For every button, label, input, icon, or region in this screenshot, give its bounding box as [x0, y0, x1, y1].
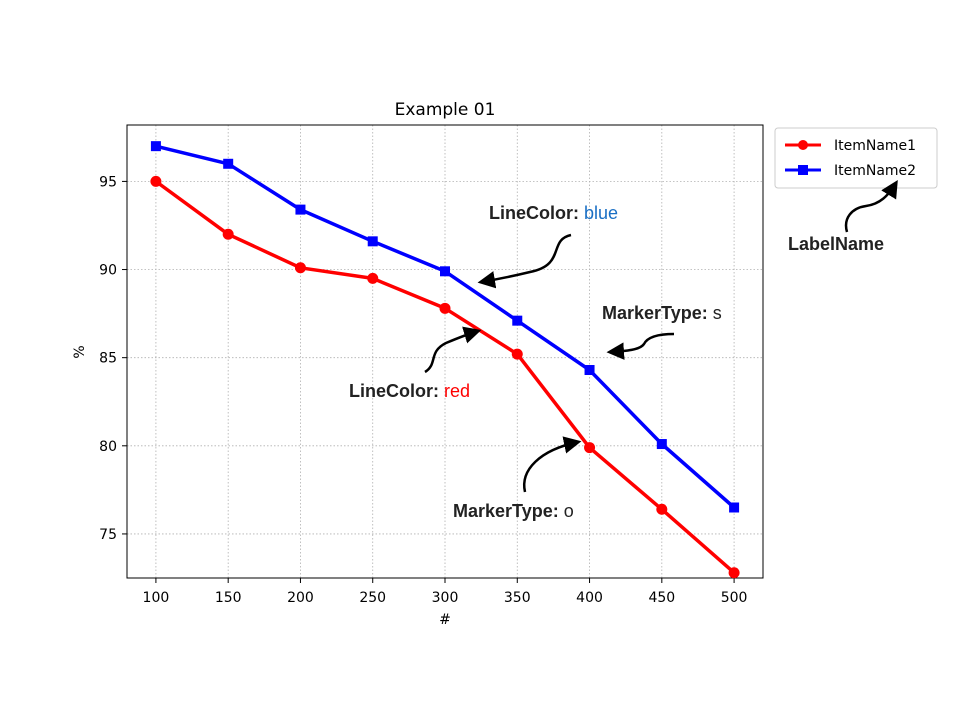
x-tick-label: 500 [721, 590, 748, 606]
y-axis-label: % [72, 345, 88, 358]
data-point-circle [511, 348, 523, 360]
series-layer [150, 141, 740, 579]
data-point-square [295, 204, 306, 215]
x-tick-label: 300 [432, 590, 459, 606]
data-point-circle [728, 567, 740, 579]
data-point-square [729, 502, 740, 513]
data-point-circle [656, 503, 668, 515]
annotation-arrow [477, 233, 572, 289]
annotation-value: o [564, 501, 574, 521]
data-point-square [367, 236, 378, 247]
data-point-square [584, 365, 595, 376]
data-point-circle [150, 175, 162, 187]
chart-title: Example 01 [395, 100, 496, 120]
annotation-text: MarkerType: o [453, 501, 574, 521]
y-tick-label: 80 [99, 439, 117, 455]
data-point-circle [222, 228, 234, 240]
annotation-arrow [424, 326, 482, 374]
x-tick-label: 200 [287, 590, 314, 606]
series-itemname1 [150, 175, 740, 579]
annotation-text: LabelName [788, 234, 884, 254]
x-tick-label: 400 [576, 590, 603, 606]
annotation-linecolor-red: LineColor: red [349, 326, 482, 401]
annotation-value: blue [584, 203, 618, 223]
annotation-key: LineColor: [349, 381, 439, 401]
annotation-key: MarkerType: [453, 501, 559, 521]
data-point-square [223, 158, 234, 169]
x-tick-label: 150 [215, 590, 242, 606]
x-tick-label: 350 [504, 590, 531, 606]
grid-lines [127, 125, 763, 578]
legend-circle-marker [798, 140, 808, 150]
data-point-square [656, 439, 667, 450]
annotation-linecolor-blue: LineColor: blue [477, 203, 618, 289]
data-point-square [512, 315, 523, 326]
legend-square-marker [798, 165, 808, 175]
annotation-text: LineColor: red [349, 381, 470, 401]
legend-box [774, 127, 938, 189]
data-point-circle [439, 302, 451, 314]
x-tick-label: 100 [143, 590, 170, 606]
x-tick-label: 250 [359, 590, 386, 606]
legend-label: ItemName2 [834, 163, 916, 179]
annotation-markertype-o: MarkerType: o [453, 436, 582, 521]
annotation-text: MarkerType: s [602, 303, 722, 323]
y-tick-label: 95 [99, 174, 117, 190]
data-point-circle [367, 272, 379, 284]
x-axis-ticks: 100 150 200 250 300 350 400 450 500 [143, 578, 748, 606]
annotation-arrow [606, 332, 675, 360]
annotation-key: MarkerType: [602, 303, 708, 323]
data-point-circle [584, 442, 596, 454]
y-tick-label: 85 [99, 351, 117, 367]
data-point-square [150, 141, 161, 152]
x-tick-label: 450 [648, 590, 675, 606]
annotation-arrow [523, 436, 582, 493]
x-axis-label: # [439, 612, 451, 628]
data-point-circle [294, 262, 306, 274]
data-point-square [440, 266, 450, 277]
annotation-text: LineColor: blue [489, 203, 618, 223]
legend-label: ItemName1 [834, 138, 916, 154]
annotation-arrow [844, 180, 898, 233]
series-line [155, 144, 736, 509]
y-tick-label: 75 [99, 527, 117, 543]
legend: ItemName1 ItemName2 [774, 127, 938, 189]
y-axis-ticks: 75 80 85 90 95 [99, 174, 127, 543]
series-itemname2 [150, 141, 740, 513]
annotation-key: LineColor: [489, 203, 579, 223]
legend-entry-itemname2: ItemName2 [785, 163, 916, 179]
y-tick-label: 90 [99, 263, 117, 279]
annotation-value: s [713, 303, 722, 323]
annotation-value: red [444, 381, 470, 401]
annotation-markertype-s: MarkerType: s [602, 303, 722, 360]
annotation-labelname: LabelName [788, 180, 898, 254]
legend-entry-itemname1: ItemName1 [785, 138, 916, 154]
